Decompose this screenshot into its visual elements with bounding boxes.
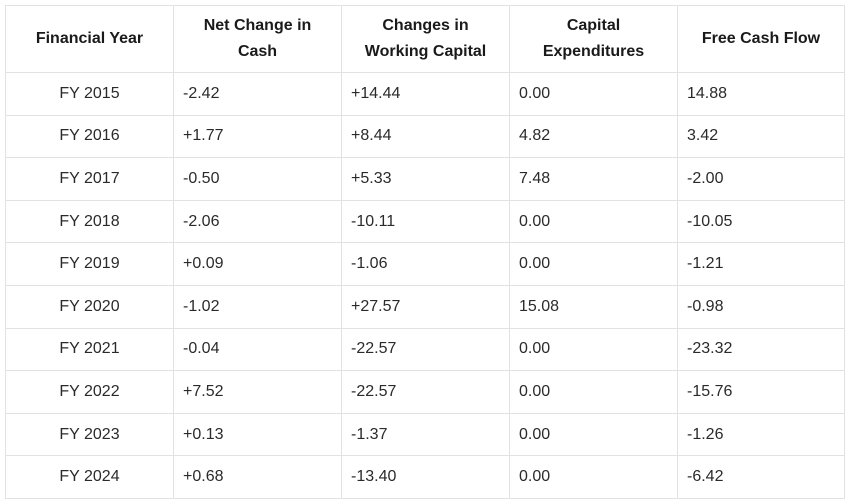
cell-financial-year: FY 2018 bbox=[5, 199, 174, 244]
table-row: FY 2019 +0.09 -1.06 0.00 -1.21 bbox=[5, 242, 845, 286]
cash-flow-table: Financial Year Net Change in Cash Change… bbox=[5, 5, 845, 499]
cell-free-cash-flow: -2.00 bbox=[677, 157, 845, 201]
cell-financial-year: FY 2016 bbox=[5, 114, 174, 159]
header-free-cash-flow: Free Cash Flow bbox=[677, 5, 845, 73]
table-row: FY 2017 -0.50 +5.33 7.48 -2.00 bbox=[5, 157, 845, 201]
header-net-change-in-cash: Net Change in Cash bbox=[173, 5, 342, 73]
cell-capital-expenditures: 0.00 bbox=[509, 242, 678, 286]
cell-free-cash-flow: -10.05 bbox=[677, 199, 845, 244]
cell-free-cash-flow: -23.32 bbox=[677, 327, 845, 372]
cell-financial-year: FY 2015 bbox=[5, 72, 174, 116]
cell-financial-year: FY 2021 bbox=[5, 327, 174, 372]
cell-net-change-in-cash: -0.50 bbox=[173, 157, 342, 201]
cell-net-change-in-cash: -2.06 bbox=[173, 199, 342, 244]
cell-free-cash-flow: 3.42 bbox=[677, 114, 845, 159]
cell-changes-in-working-capital: +14.44 bbox=[341, 72, 510, 116]
header-capital-expenditures: Capital Expenditures bbox=[509, 5, 678, 73]
cell-financial-year: FY 2020 bbox=[5, 284, 174, 329]
cell-changes-in-working-capital: -13.40 bbox=[341, 455, 510, 499]
cell-financial-year: FY 2023 bbox=[5, 412, 174, 457]
cell-changes-in-working-capital: -22.57 bbox=[341, 370, 510, 414]
cell-capital-expenditures: 0.00 bbox=[509, 199, 678, 244]
table-header-row: Financial Year Net Change in Cash Change… bbox=[5, 5, 845, 73]
cell-capital-expenditures: 0.00 bbox=[509, 370, 678, 414]
cell-financial-year: FY 2019 bbox=[5, 242, 174, 286]
cell-free-cash-flow: -15.76 bbox=[677, 370, 845, 414]
cell-changes-in-working-capital: +8.44 bbox=[341, 114, 510, 159]
table-row: FY 2021 -0.04 -22.57 0.00 -23.32 bbox=[5, 327, 845, 372]
cell-free-cash-flow: -0.98 bbox=[677, 284, 845, 329]
cell-net-change-in-cash: +0.09 bbox=[173, 242, 342, 286]
cell-free-cash-flow: -1.21 bbox=[677, 242, 845, 286]
cell-changes-in-working-capital: +5.33 bbox=[341, 157, 510, 201]
cell-financial-year: FY 2024 bbox=[5, 455, 174, 499]
table-row: FY 2018 -2.06 -10.11 0.00 -10.05 bbox=[5, 199, 845, 244]
cell-free-cash-flow: -1.26 bbox=[677, 412, 845, 457]
cell-net-change-in-cash: -2.42 bbox=[173, 72, 342, 116]
table-row: FY 2015 -2.42 +14.44 0.00 14.88 bbox=[5, 72, 845, 116]
cell-net-change-in-cash: -0.04 bbox=[173, 327, 342, 372]
cell-financial-year: FY 2022 bbox=[5, 370, 174, 414]
cell-capital-expenditures: 0.00 bbox=[509, 455, 678, 499]
table-row: FY 2024 +0.68 -13.40 0.00 -6.42 bbox=[5, 455, 845, 499]
cell-changes-in-working-capital: +27.57 bbox=[341, 284, 510, 329]
cell-capital-expenditures: 0.00 bbox=[509, 72, 678, 116]
cell-capital-expenditures: 4.82 bbox=[509, 114, 678, 159]
table-row: FY 2023 +0.13 -1.37 0.00 -1.26 bbox=[5, 412, 845, 457]
cell-capital-expenditures: 15.08 bbox=[509, 284, 678, 329]
table-row: FY 2016 +1.77 +8.44 4.82 3.42 bbox=[5, 114, 845, 159]
cell-free-cash-flow: -6.42 bbox=[677, 455, 845, 499]
cell-capital-expenditures: 0.00 bbox=[509, 327, 678, 372]
cell-changes-in-working-capital: -22.57 bbox=[341, 327, 510, 372]
cell-free-cash-flow: 14.88 bbox=[677, 72, 845, 116]
cell-net-change-in-cash: +0.13 bbox=[173, 412, 342, 457]
cell-net-change-in-cash: +1.77 bbox=[173, 114, 342, 159]
table-row: FY 2020 -1.02 +27.57 15.08 -0.98 bbox=[5, 284, 845, 329]
cell-net-change-in-cash: +7.52 bbox=[173, 370, 342, 414]
cell-changes-in-working-capital: -1.37 bbox=[341, 412, 510, 457]
cell-changes-in-working-capital: -1.06 bbox=[341, 242, 510, 286]
cell-capital-expenditures: 7.48 bbox=[509, 157, 678, 201]
cell-changes-in-working-capital: -10.11 bbox=[341, 199, 510, 244]
header-changes-in-working-capital: Changes in Working Capital bbox=[341, 5, 510, 73]
cell-capital-expenditures: 0.00 bbox=[509, 412, 678, 457]
table-row: FY 2022 +7.52 -22.57 0.00 -15.76 bbox=[5, 370, 845, 414]
cash-flow-table-container: Financial Year Net Change in Cash Change… bbox=[5, 5, 845, 499]
cell-net-change-in-cash: +0.68 bbox=[173, 455, 342, 499]
cell-financial-year: FY 2017 bbox=[5, 157, 174, 201]
cell-net-change-in-cash: -1.02 bbox=[173, 284, 342, 329]
header-financial-year: Financial Year bbox=[5, 5, 174, 73]
